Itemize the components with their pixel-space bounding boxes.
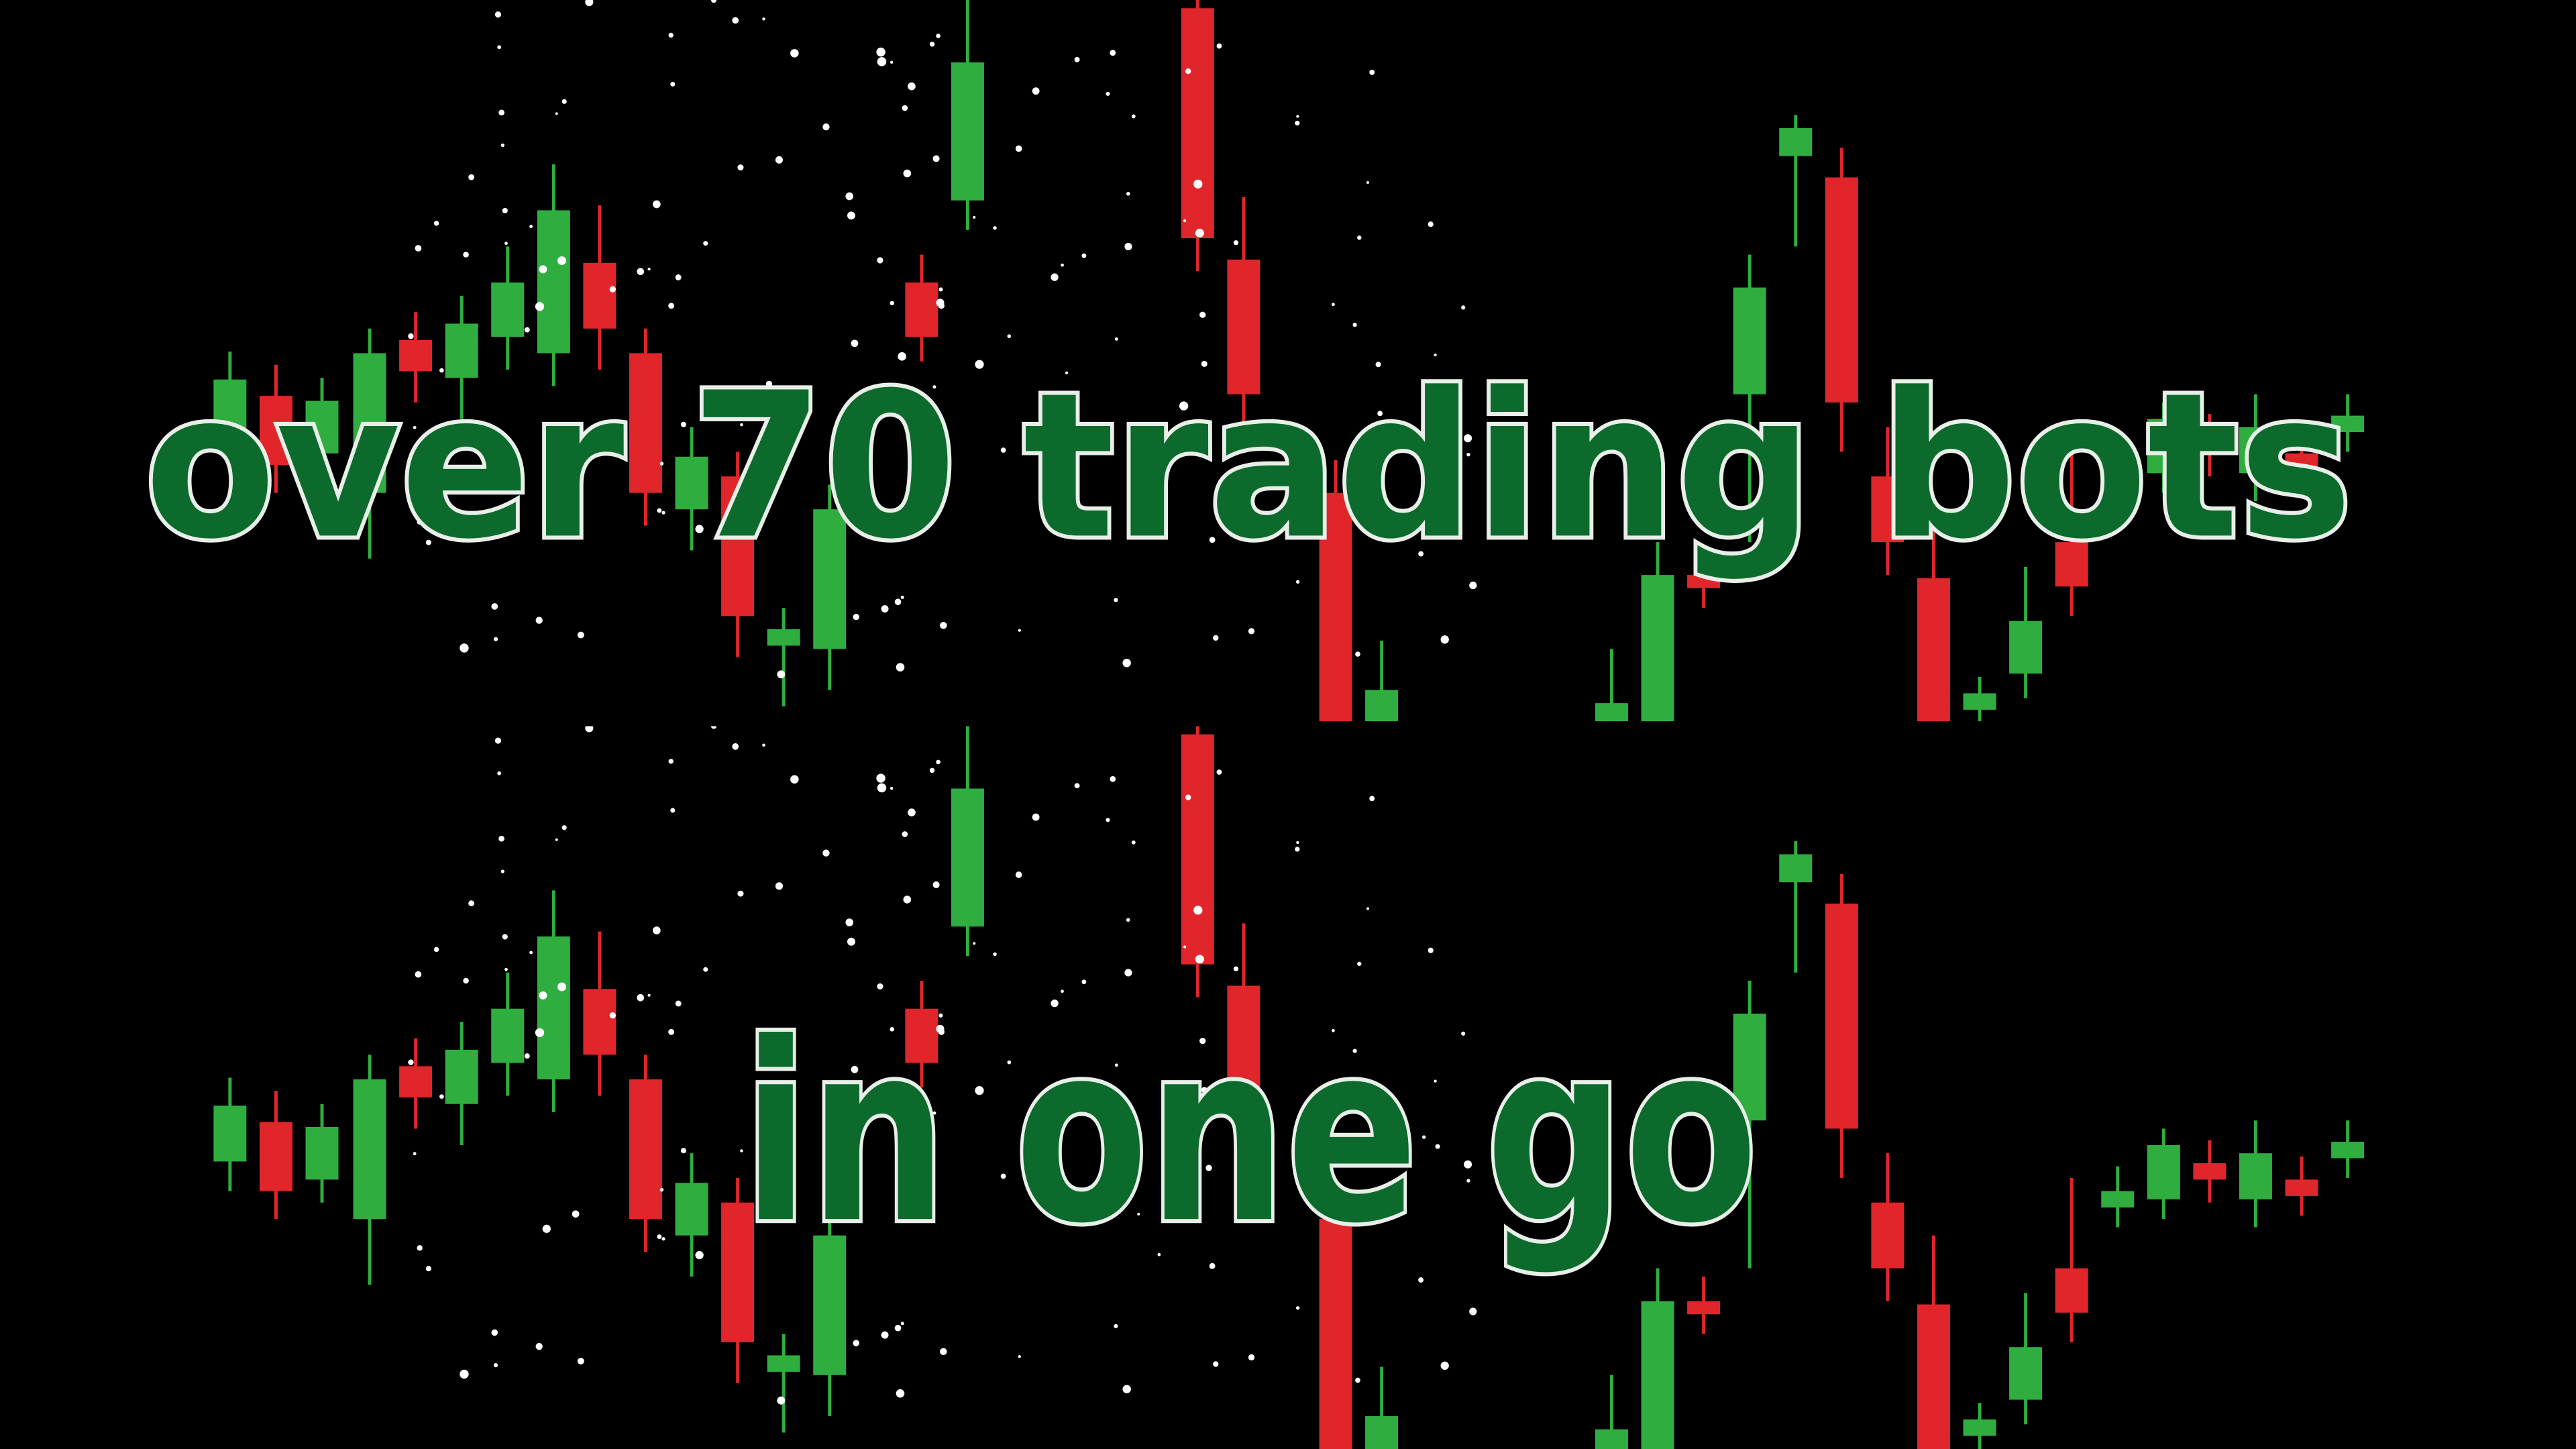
caption-line1: over 70 trading bots [145,350,2353,583]
caption-line2: in one go [743,990,1758,1277]
panel-divider [0,721,2576,727]
